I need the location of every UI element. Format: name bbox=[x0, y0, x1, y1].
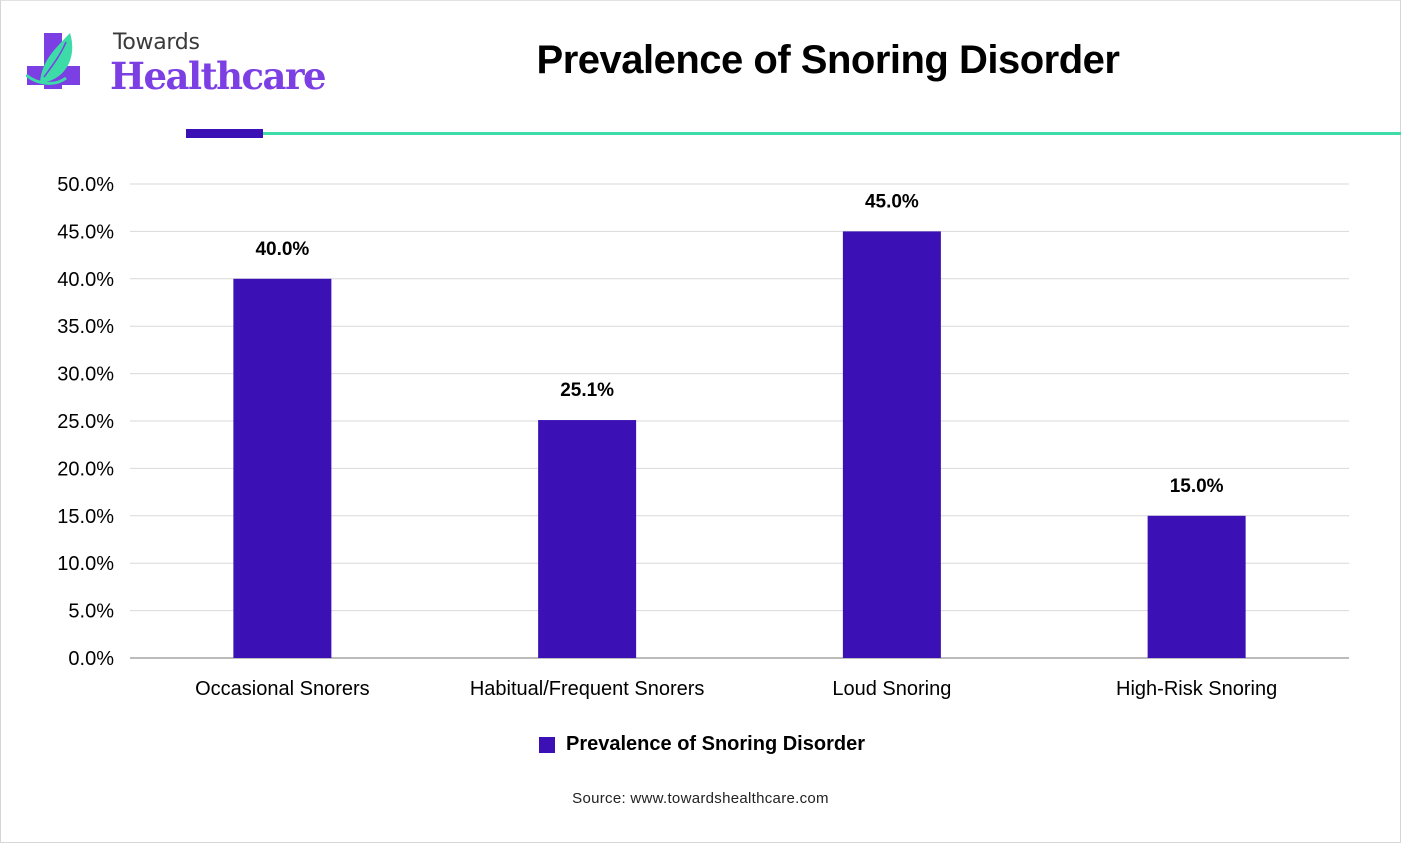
legend: Prevalence of Snoring Disorder bbox=[539, 733, 865, 756]
y-tick-label: 15.0% bbox=[57, 506, 114, 528]
brand-logo: Towards Healthcare bbox=[26, 30, 327, 100]
brand-name-line1: Towards bbox=[113, 30, 200, 55]
y-tick-label: 40.0% bbox=[57, 269, 114, 291]
x-tick-label: Occasional Snorers bbox=[195, 678, 370, 700]
bar bbox=[842, 231, 941, 658]
bar bbox=[538, 420, 637, 658]
x-tick-label: Habitual/Frequent Snorers bbox=[470, 678, 705, 700]
legend-swatch bbox=[539, 736, 555, 753]
data-label: 45.0% bbox=[865, 191, 919, 212]
y-tick-label: 25.0% bbox=[57, 411, 114, 433]
data-label: 40.0% bbox=[255, 239, 309, 260]
cross-leaf-icon bbox=[26, 33, 80, 89]
x-tick-label: High-Risk Snoring bbox=[1116, 678, 1277, 700]
y-tick-label: 50.0% bbox=[57, 174, 114, 196]
bar bbox=[233, 278, 332, 658]
data-label: 25.1% bbox=[560, 380, 614, 401]
y-tick-label: 5.0% bbox=[68, 601, 114, 623]
x-tick-label: Loud Snoring bbox=[832, 678, 951, 700]
y-tick-label: 10.0% bbox=[57, 553, 114, 575]
y-tick-label: 0.0% bbox=[68, 648, 114, 670]
y-tick-label: 20.0% bbox=[57, 458, 114, 480]
chart-title: Prevalence of Snoring Disorder bbox=[536, 38, 1120, 82]
bar bbox=[1147, 515, 1246, 658]
header-accent-bar bbox=[186, 129, 263, 138]
legend-label: Prevalence of Snoring Disorder bbox=[566, 733, 865, 755]
data-label: 15.0% bbox=[1170, 476, 1224, 497]
y-tick-label: 35.0% bbox=[57, 316, 114, 338]
y-tick-label: 45.0% bbox=[57, 221, 114, 243]
source-note: Source: www.towardshealthcare.com bbox=[572, 790, 829, 807]
brand-name-line2: Healthcare bbox=[110, 54, 327, 98]
header-divider-line bbox=[263, 132, 1401, 135]
y-tick-label: 30.0% bbox=[57, 364, 114, 386]
